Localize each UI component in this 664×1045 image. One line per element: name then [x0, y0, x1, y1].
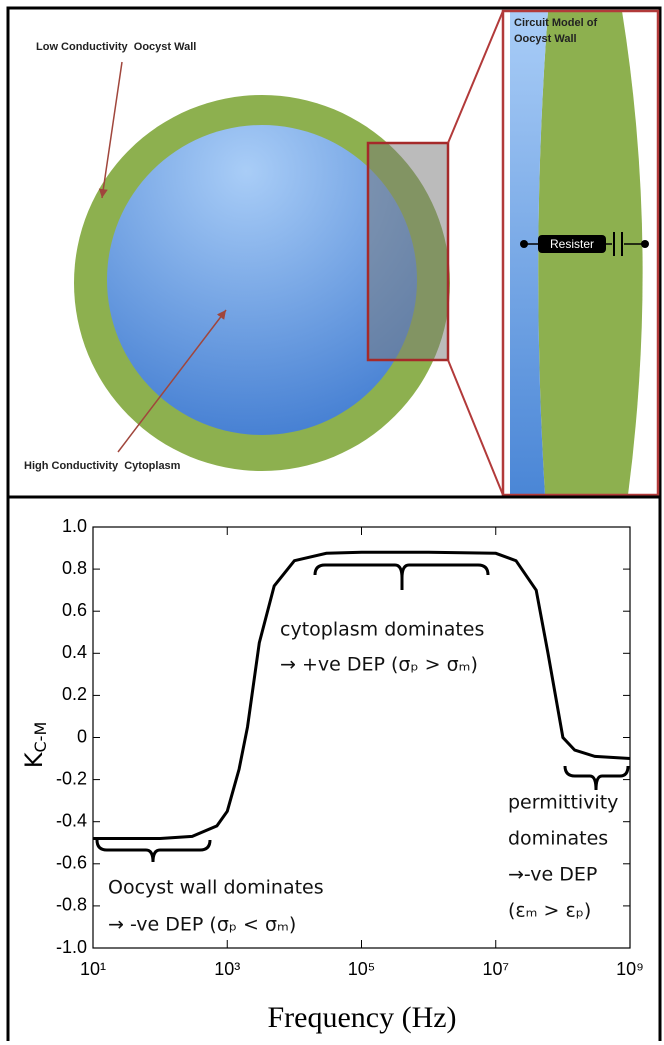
brace	[97, 840, 210, 862]
resistor-label: Resister	[550, 237, 594, 251]
x-tick-label: 10³	[214, 959, 240, 979]
annotation: dominates	[508, 828, 608, 850]
y-axis-label-main: K	[20, 751, 48, 768]
y-tick-label: -1.0	[56, 937, 87, 957]
x-axis-label: Frequency (Hz)	[267, 1001, 456, 1034]
annotation: → +ve DEP (σₚ > σₘ)	[280, 654, 478, 676]
diagram-panel: Resister Circuit Model of Oocyst Wall Lo…	[8, 8, 660, 497]
annotation: Oocyst wall dominates	[108, 877, 324, 899]
terminal	[641, 240, 649, 248]
annotation: →-ve DEP	[508, 864, 597, 886]
x-tick-label: 10⁷	[482, 959, 509, 979]
x-tick-label: 10¹	[80, 959, 106, 979]
annotation: cytoplasm dominates	[280, 619, 484, 641]
x-tick-label: 10⁹	[616, 959, 644, 979]
circuit-title: Circuit Model of	[514, 17, 597, 29]
y-tick-label: -0.4	[56, 810, 87, 830]
annotation: → -ve DEP (σₚ < σₘ)	[108, 914, 296, 936]
brace	[565, 766, 628, 790]
y-tick-label: 1.0	[62, 516, 87, 536]
annotation: permittivity	[508, 792, 618, 814]
zoom-box	[368, 143, 448, 360]
y-tick-label: 0.2	[62, 684, 87, 704]
y-axis-label: KC-M	[20, 722, 50, 769]
annotation: (εₘ > εₚ)	[508, 900, 591, 922]
x-tick-label: 10⁵	[348, 959, 375, 979]
figure: Resister Circuit Model of Oocyst Wall Lo…	[0, 0, 664, 1041]
wall-label: Low Conductivity Oocyst Wall	[36, 41, 196, 53]
y-tick-label: 0.4	[62, 642, 87, 662]
cytoplasm-label: High Conductivity Cytoplasm	[24, 460, 181, 472]
terminal	[520, 240, 528, 248]
y-tick-label: -0.6	[56, 853, 87, 873]
brace	[315, 565, 488, 578]
y-tick-label: 0	[77, 726, 87, 746]
y-tick-label: 0.8	[62, 558, 87, 578]
circuit-title: Oocyst Wall	[514, 33, 577, 45]
y-tick-label: 0.6	[62, 600, 87, 620]
y-tick-label: -0.8	[56, 895, 87, 915]
y-tick-label: -0.2	[56, 768, 87, 788]
y-axis-label-sub: C-M	[31, 722, 50, 753]
